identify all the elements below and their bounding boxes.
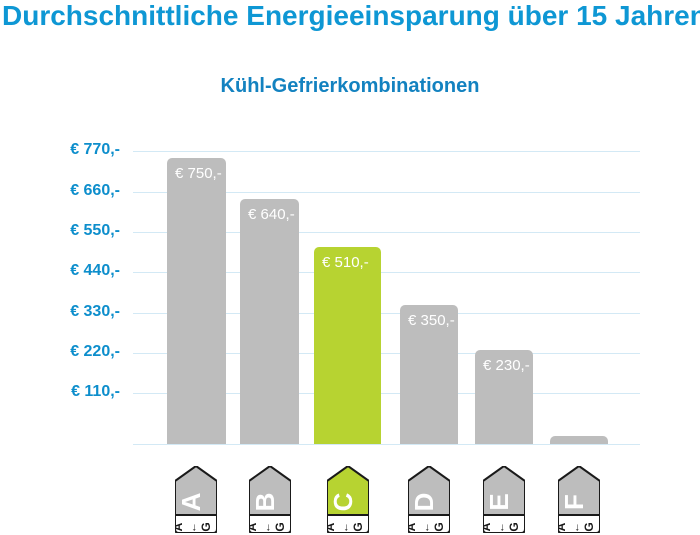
svg-text:E: E	[484, 493, 514, 510]
svg-text:←: ←	[420, 522, 432, 533]
svg-text:←: ←	[339, 522, 351, 533]
svg-text:←: ←	[495, 522, 507, 533]
svg-text:G: G	[507, 522, 521, 531]
svg-text:A: A	[558, 522, 568, 531]
svg-text:←: ←	[570, 522, 582, 533]
svg-text:G: G	[582, 522, 596, 531]
svg-text:B: B	[250, 493, 280, 512]
svg-text:A: A	[327, 522, 337, 531]
svg-text:C: C	[328, 492, 358, 511]
svg-text:G: G	[273, 522, 287, 531]
svg-text:A: A	[175, 522, 185, 531]
svg-text:D: D	[409, 493, 439, 512]
svg-text:←: ←	[261, 522, 273, 533]
svg-text:A: A	[408, 522, 418, 531]
svg-text:A: A	[483, 522, 493, 531]
svg-text:F: F	[559, 494, 589, 510]
svg-text:A: A	[249, 522, 259, 531]
svg-text:G: G	[199, 522, 213, 531]
svg-text:G: G	[432, 522, 446, 531]
svg-text:A: A	[176, 492, 206, 511]
svg-text:←: ←	[187, 522, 199, 533]
svg-text:G: G	[351, 522, 365, 531]
